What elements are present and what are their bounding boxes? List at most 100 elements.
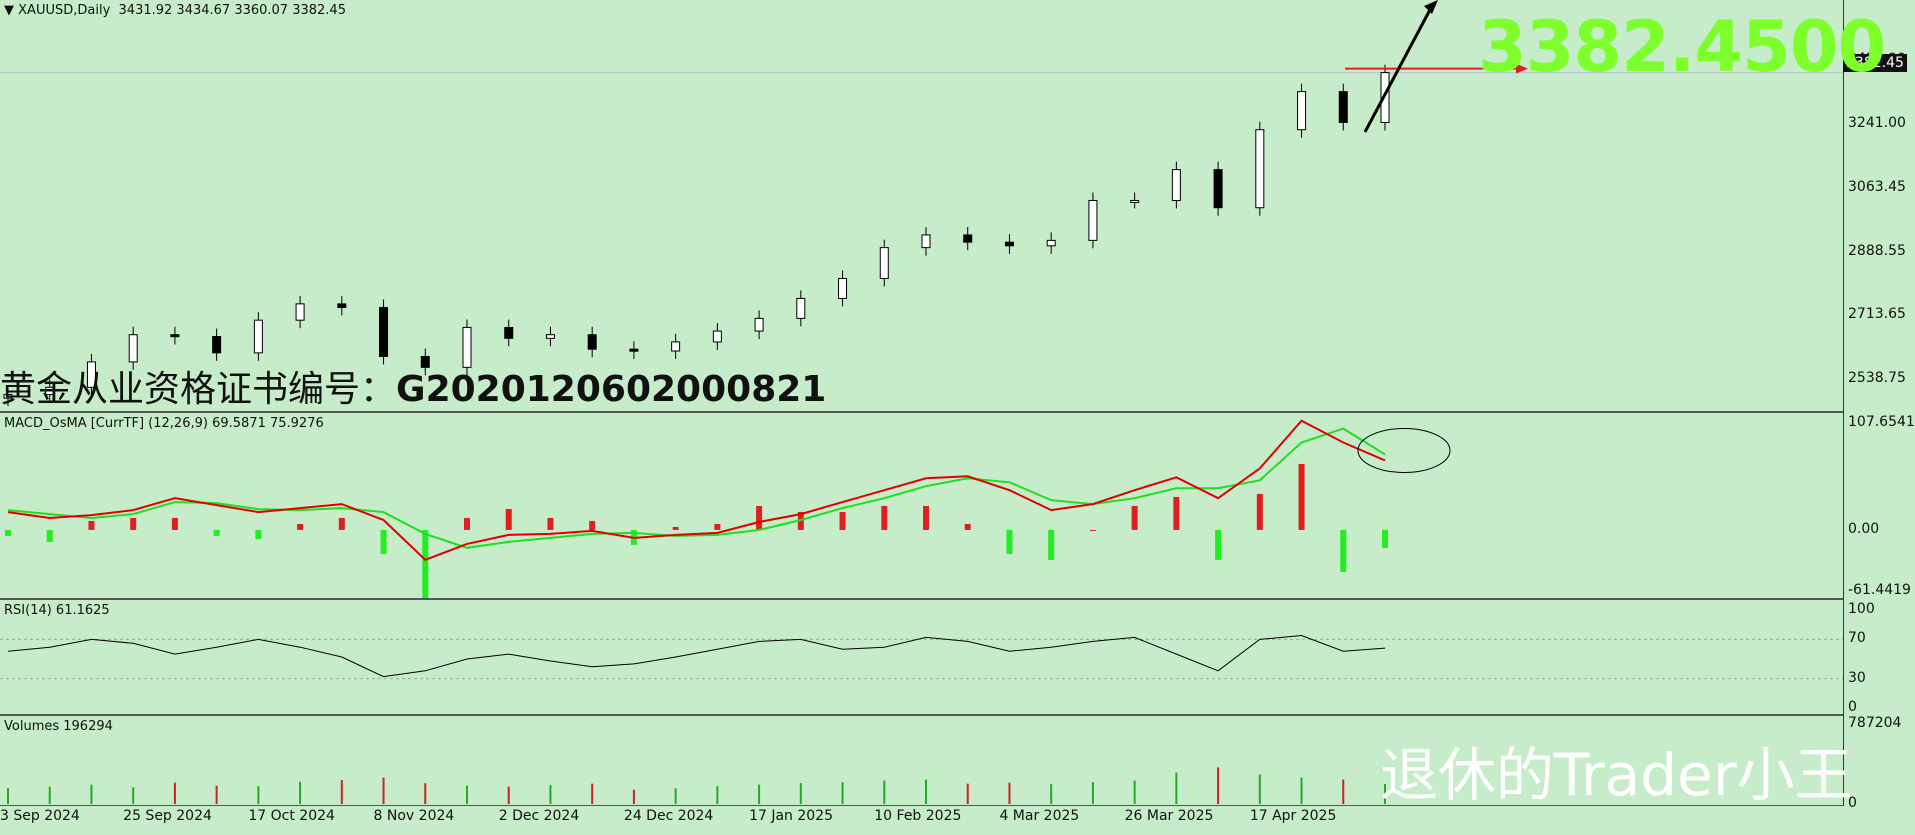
candle-body bbox=[712, 330, 722, 343]
candle bbox=[1297, 83, 1307, 138]
osma-bar bbox=[1131, 505, 1138, 530]
candle-body bbox=[1297, 91, 1307, 131]
osma-bar bbox=[213, 529, 220, 536]
trend-arrowhead bbox=[1424, 0, 1438, 14]
candle-body bbox=[295, 303, 305, 321]
price-tick-label: 2888.55 bbox=[1848, 242, 1906, 259]
osma-bar bbox=[923, 505, 929, 530]
candle bbox=[671, 333, 681, 360]
volume-title: Volumes 196294 bbox=[4, 719, 113, 734]
price-tick-label: 2713.65 bbox=[1848, 306, 1906, 323]
candle bbox=[253, 312, 263, 361]
date-tick-label: 24 Dec 2024 bbox=[623, 808, 714, 824]
macd-title: MACD_OsMA [CurrTF] (12,26,9) 69.5871 75.… bbox=[4, 416, 324, 431]
osma-bar bbox=[881, 505, 888, 530]
trend-arrow bbox=[1363, 5, 1434, 133]
osma-bar bbox=[422, 529, 429, 598]
candle-body bbox=[3, 394, 13, 399]
candle bbox=[3, 386, 13, 407]
candle-body bbox=[253, 319, 263, 354]
rsi-line bbox=[7, 634, 1386, 678]
price-tick-label: 3063.45 bbox=[1848, 179, 1906, 196]
volume-tick-label: 0 bbox=[1848, 795, 1857, 811]
price-chart[interactable] bbox=[0, 0, 1843, 413]
candle-body bbox=[796, 297, 806, 319]
macd-tick-label: 0.00 bbox=[1848, 520, 1880, 537]
candle bbox=[295, 295, 305, 329]
osma-bar bbox=[88, 520, 95, 530]
candle-body bbox=[1046, 239, 1056, 247]
osma-bar bbox=[672, 526, 679, 530]
ohlc-values: 3431.92 3434.67 3360.07 3382.45 bbox=[118, 3, 346, 18]
red-arrowhead bbox=[1516, 63, 1528, 74]
osma-bar bbox=[589, 520, 596, 530]
candle bbox=[1046, 232, 1056, 254]
osma-bar bbox=[5, 529, 11, 536]
price-pane[interactable]: ▼ XAUUSD,Daily 3431.92 3434.67 3360.07 3… bbox=[0, 0, 1843, 413]
osma-bar bbox=[1215, 529, 1222, 560]
candle-body bbox=[1255, 129, 1265, 209]
candle-body bbox=[420, 355, 430, 368]
osma-bar bbox=[1340, 529, 1347, 572]
candle bbox=[1171, 161, 1181, 209]
candle-body bbox=[45, 386, 55, 396]
osma-bar bbox=[756, 505, 763, 530]
candle bbox=[1255, 121, 1265, 216]
candle-body bbox=[545, 334, 555, 339]
osma-bar bbox=[547, 517, 554, 530]
watermark-text: 退休的Trader小王 bbox=[1380, 741, 1853, 809]
candle bbox=[754, 310, 764, 340]
license-text: 黄金从业资格证书编号：G2020120602000821 bbox=[0, 360, 826, 412]
candle-body bbox=[86, 361, 96, 388]
volume-axis[interactable]: 787204 0 bbox=[1843, 715, 1915, 811]
rsi-tick-label: 100 bbox=[1848, 601, 1875, 617]
date-tick-label: 8 Nov 2024 bbox=[373, 808, 455, 824]
candle-body bbox=[838, 277, 848, 299]
candle bbox=[462, 319, 472, 376]
candle bbox=[86, 353, 96, 396]
volume-pane[interactable]: Volumes 196294 bbox=[0, 716, 1843, 806]
osma-bar bbox=[255, 529, 262, 539]
candle-body bbox=[1171, 169, 1181, 201]
osma-bar bbox=[839, 511, 846, 530]
osma-bar bbox=[964, 523, 971, 530]
candle-body bbox=[379, 306, 389, 357]
osma-bar bbox=[1382, 529, 1388, 548]
candle bbox=[1088, 192, 1098, 249]
rsi-pane[interactable]: RSI(14) 61.1625 bbox=[0, 600, 1843, 716]
collapse-arrow-icon[interactable]: ▼ bbox=[4, 3, 19, 18]
volume-chart[interactable] bbox=[0, 716, 1843, 806]
candle bbox=[1338, 83, 1348, 131]
osma-bar bbox=[1048, 529, 1055, 560]
macd-tick-label: 107.6541 bbox=[1848, 414, 1915, 430]
candle-body bbox=[212, 336, 222, 354]
macd-chart[interactable] bbox=[0, 413, 1843, 600]
osma-bar bbox=[1006, 529, 1013, 554]
osma-bar bbox=[464, 517, 470, 530]
macd-axis[interactable]: 107.6541 0.00 -61.4419 bbox=[1843, 413, 1915, 600]
candle-body bbox=[921, 234, 931, 249]
candle bbox=[45, 379, 55, 403]
candle-body bbox=[462, 326, 472, 368]
candle bbox=[420, 348, 430, 376]
date-tick-label: 10 Feb 2025 bbox=[874, 808, 962, 824]
candle bbox=[963, 226, 973, 251]
date-tick-label: 25 Sep 2024 bbox=[123, 808, 212, 824]
candle-body bbox=[1130, 199, 1140, 203]
osma-bar bbox=[1173, 496, 1180, 530]
osma-bar bbox=[46, 529, 53, 542]
rsi-chart[interactable] bbox=[0, 600, 1843, 716]
candle-body bbox=[671, 341, 681, 352]
candle-body bbox=[128, 334, 138, 363]
macd-pane[interactable]: MACD_OsMA [CurrTF] (12,26,9) 69.5871 75.… bbox=[0, 413, 1843, 600]
rsi-tick-label: 30 bbox=[1848, 669, 1866, 686]
candle-body bbox=[1213, 169, 1223, 209]
macd-line bbox=[7, 419, 1386, 561]
rsi-axis[interactable]: 100 70 30 0 bbox=[1843, 600, 1915, 716]
rsi-tick-label: 70 bbox=[1848, 630, 1866, 647]
osma-bar bbox=[380, 529, 387, 554]
osma-bar bbox=[1256, 493, 1263, 530]
candle bbox=[545, 326, 555, 347]
highlight-ellipse bbox=[1357, 427, 1451, 473]
date-tick-label: 17 Apr 2025 bbox=[1249, 808, 1337, 824]
